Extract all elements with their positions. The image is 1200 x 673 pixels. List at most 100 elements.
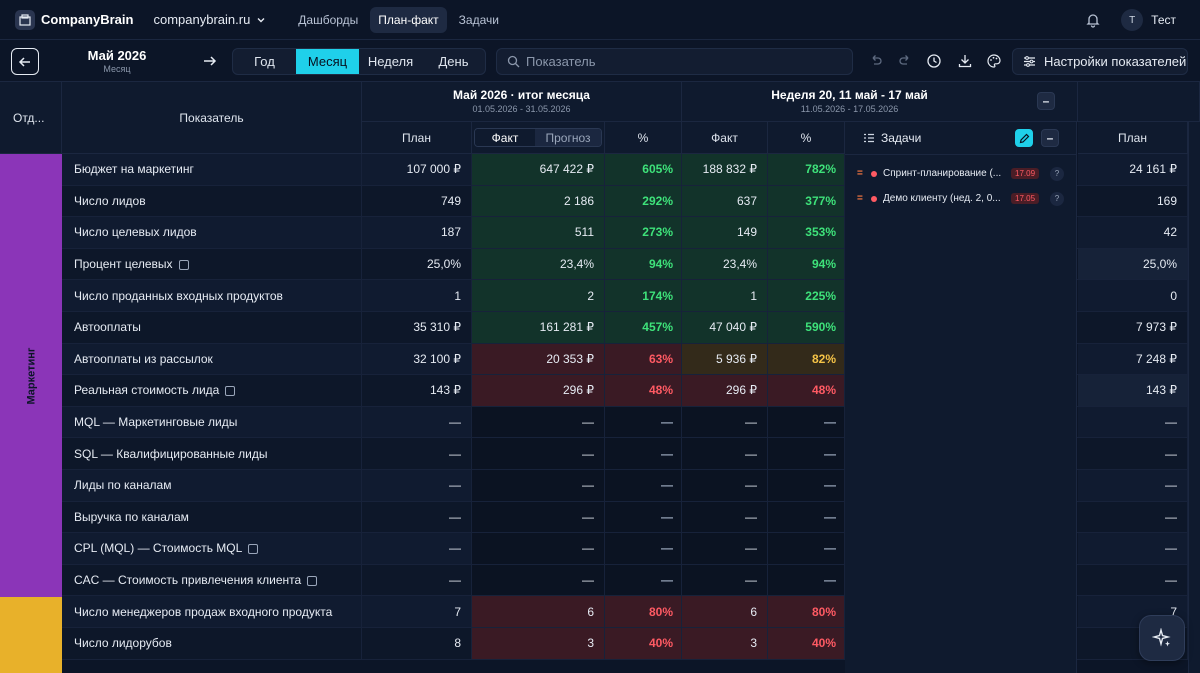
fact-value[interactable]: —: [472, 438, 605, 469]
plan-value[interactable]: 143 ₽: [362, 375, 472, 406]
indicator-name[interactable]: Число целевых лидов: [62, 217, 362, 248]
table-row[interactable]: CPL (MQL) — Стоимость MQL — — — — — —: [62, 533, 1200, 565]
dept-marketing[interactable]: Маркетинг: [0, 154, 62, 597]
info-icon[interactable]: [248, 544, 259, 555]
fact-value[interactable]: 296 ₽: [472, 375, 605, 406]
indicator-name[interactable]: CPL (MQL) — Стоимость MQL: [62, 533, 362, 564]
week-pct-value[interactable]: —: [768, 501, 845, 533]
info-icon[interactable]: [225, 386, 236, 397]
collapse-week-button[interactable]: –: [1037, 92, 1055, 110]
seg-day[interactable]: День: [438, 54, 469, 69]
arrow-right-icon[interactable]: [202, 53, 218, 69]
next-plan-value[interactable]: —: [1078, 438, 1188, 469]
next-plan-value[interactable]: 7 248 ₽: [1078, 343, 1188, 375]
col-pct-week[interactable]: %: [768, 122, 845, 154]
next-plan-value[interactable]: —: [1078, 501, 1188, 533]
plan-value[interactable]: 25,0%: [362, 248, 472, 280]
pct-value[interactable]: 63%: [605, 343, 682, 375]
indicator-name[interactable]: Число лидов: [62, 185, 362, 217]
week-fact-value[interactable]: 6: [682, 596, 768, 627]
info-icon[interactable]: [178, 260, 189, 271]
week-pct-value[interactable]: —: [768, 470, 845, 501]
plan-value[interactable]: 1: [362, 280, 472, 311]
pct-value[interactable]: 48%: [605, 375, 682, 406]
col-pct-month[interactable]: %: [605, 122, 682, 154]
week-pct-value[interactable]: —: [768, 438, 845, 469]
bell-icon[interactable]: [1085, 12, 1101, 28]
week-pct-value[interactable]: 377%: [768, 185, 845, 217]
week-fact-value[interactable]: 47 040 ₽: [682, 312, 768, 343]
next-plan-value[interactable]: 24 161 ₽: [1078, 154, 1188, 185]
next-plan-value[interactable]: 0: [1078, 280, 1188, 311]
indicator-name[interactable]: Автооплаты из рассылок: [62, 343, 362, 375]
edit-tasks-button[interactable]: [1015, 129, 1033, 147]
plan-value[interactable]: —: [362, 533, 472, 564]
task-item[interactable]: = Демо клиенту (нед. 2, 0... 17.05?: [845, 186, 1076, 211]
plan-value[interactable]: —: [362, 501, 472, 533]
next-plan-value[interactable]: 143 ₽: [1078, 375, 1188, 406]
seg-month[interactable]: Месяц: [296, 49, 359, 74]
indicator-settings-button[interactable]: Настройки показателей: [1012, 48, 1188, 75]
week-fact-value[interactable]: —: [682, 533, 768, 564]
fact-value[interactable]: —: [472, 501, 605, 533]
week-fact-value[interactable]: 3: [682, 628, 768, 659]
indicator-header[interactable]: Показатель: [62, 82, 362, 154]
table-row[interactable]: Число целевых лидов 187 511 273% 149 353% 42: [62, 217, 1200, 249]
nav-plan-fact[interactable]: План-факт: [370, 6, 447, 33]
week-pct-value[interactable]: 80%: [768, 596, 845, 627]
help-icon[interactable]: ?: [1050, 191, 1064, 206]
pct-value[interactable]: —: [605, 438, 682, 469]
dept-sales[interactable]: [0, 597, 62, 673]
week-fact-value[interactable]: 5 936 ₽: [682, 343, 768, 375]
plan-value[interactable]: 35 310 ₽: [362, 312, 472, 343]
next-plan-value[interactable]: —: [1078, 564, 1188, 596]
week-pct-value[interactable]: 94%: [768, 248, 845, 280]
week-pct-value[interactable]: —: [768, 406, 845, 438]
nav-tasks[interactable]: Задачи: [458, 12, 499, 27]
table-row[interactable]: Автооплаты 35 310 ₽ 161 281 ₽ 457% 47 040 ₽ 5…: [62, 312, 1200, 344]
pct-value[interactable]: 457%: [605, 312, 682, 343]
week-fact-value[interactable]: —: [682, 438, 768, 469]
fact-value[interactable]: 647 422 ₽: [472, 154, 605, 185]
next-plan-value[interactable]: 169: [1078, 185, 1188, 217]
col-plan-next[interactable]: План: [1078, 122, 1188, 154]
table-row[interactable]: Процент целевых 25,0% 23,4% 94% 23,4% 94% 25,0…: [62, 248, 1200, 281]
week-pct-value[interactable]: 782%: [768, 154, 845, 185]
task-item[interactable]: = Спринт-планирование (... 17.09?: [845, 161, 1076, 186]
table-row[interactable]: SQL — Квалифицированные лиды — — — — — —: [62, 438, 1200, 470]
toggle-forecast[interactable]: Прогноз: [535, 129, 601, 146]
plan-value[interactable]: 749: [362, 185, 472, 217]
seg-week[interactable]: Неделя: [367, 54, 414, 69]
user-menu[interactable]: Т Тест: [1121, 9, 1176, 31]
fact-value[interactable]: —: [472, 533, 605, 564]
table-row[interactable]: Выручка по каналам — — — — — —: [62, 501, 1200, 534]
next-plan-value[interactable]: —: [1078, 406, 1188, 438]
undo-icon[interactable]: [868, 53, 884, 69]
indicator-name[interactable]: Число менеджеров продаж входного продукт…: [62, 596, 362, 627]
indicator-name[interactable]: Бюджет на маркетинг: [62, 154, 362, 185]
fact-value[interactable]: —: [472, 470, 605, 501]
fact-value[interactable]: 2: [472, 280, 605, 311]
week-pct-value[interactable]: —: [768, 533, 845, 564]
pct-value[interactable]: —: [605, 501, 682, 533]
week-pct-value[interactable]: 590%: [768, 312, 845, 343]
week-pct-value[interactable]: 40%: [768, 628, 845, 659]
pct-value[interactable]: 273%: [605, 217, 682, 248]
info-icon[interactable]: [307, 576, 318, 587]
pct-value[interactable]: 40%: [605, 628, 682, 659]
week-fact-value[interactable]: —: [682, 501, 768, 533]
table-row[interactable]: Число лидов 749 2 186 292% 637 377% 169: [62, 185, 1200, 218]
col-fact-week[interactable]: Факт: [682, 122, 768, 154]
next-plan-value[interactable]: 42: [1078, 217, 1188, 248]
workspace-select[interactable]: companybrain.ru: [153, 12, 266, 27]
fact-value[interactable]: 23,4%: [472, 248, 605, 280]
fact-value[interactable]: 20 353 ₽: [472, 343, 605, 375]
next-plan-value[interactable]: —: [1078, 470, 1188, 501]
fact-value[interactable]: 3: [472, 628, 605, 659]
indicator-name[interactable]: Процент целевых: [62, 248, 362, 280]
week-fact-value[interactable]: —: [682, 564, 768, 596]
palette-icon[interactable]: [986, 53, 1002, 69]
fact-value[interactable]: 161 281 ₽: [472, 312, 605, 343]
download-icon[interactable]: [957, 53, 973, 69]
